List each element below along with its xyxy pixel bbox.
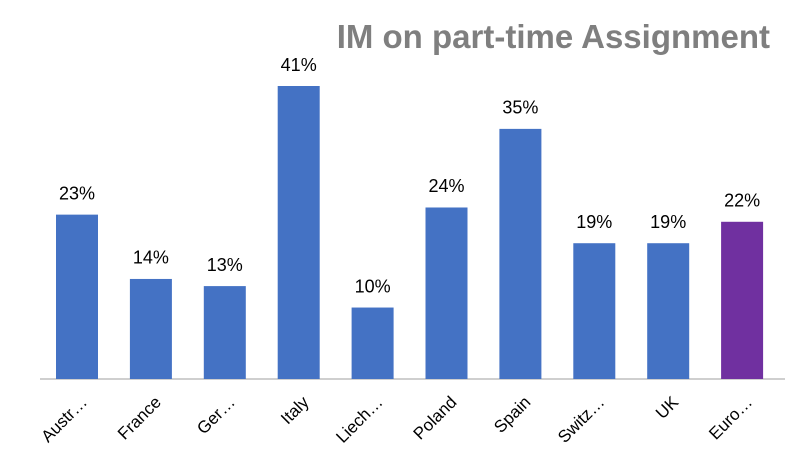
x-tick-label: Liech…: [332, 393, 386, 447]
data-label: 24%: [428, 176, 464, 196]
data-label: 41%: [281, 55, 317, 75]
x-tick-label: Italy: [277, 392, 313, 428]
bar: [129, 278, 172, 379]
bar: [499, 128, 542, 379]
x-tick-label: Switz…: [554, 393, 608, 447]
bar: [573, 243, 616, 379]
bar: [721, 221, 764, 379]
x-tick-label: Austr…: [37, 393, 91, 447]
bar: [203, 286, 246, 379]
data-label: 23%: [59, 183, 95, 203]
data-label: 13%: [207, 255, 243, 275]
data-label: 35%: [502, 98, 538, 118]
bar: [277, 86, 320, 379]
data-label: 14%: [133, 248, 169, 268]
chart-title: IM on part-time Assignment: [337, 18, 770, 55]
bar: [351, 307, 394, 379]
bar: [425, 207, 468, 379]
x-tick-label: France: [114, 393, 165, 444]
data-label: 22%: [724, 191, 760, 211]
bar: [647, 243, 690, 379]
data-label: 19%: [576, 212, 612, 232]
x-tick-label: Spain: [490, 393, 534, 437]
x-tick-label: UK: [652, 392, 683, 423]
data-label: 10%: [355, 276, 391, 296]
x-tick-label: Poland: [410, 393, 461, 444]
data-label: 19%: [650, 212, 686, 232]
x-tick-label: Euro…: [705, 393, 756, 444]
x-tick-label: Ger…: [193, 393, 238, 438]
bar: [56, 214, 98, 379]
